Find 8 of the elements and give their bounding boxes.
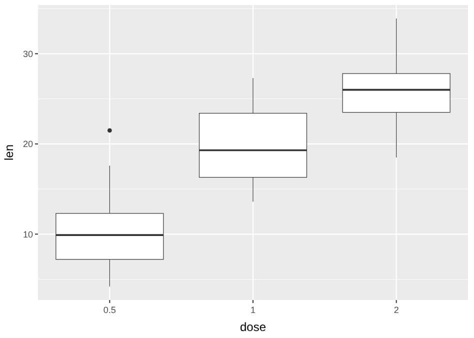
- y-tick-label: 10: [22, 229, 33, 240]
- y-axis-title: len: [2, 144, 16, 161]
- x-tick-label: 2: [394, 305, 399, 315]
- y-tick-label: 30: [22, 48, 33, 59]
- x-tick-label: 1: [250, 305, 256, 315]
- y-tick-label: 20: [22, 139, 33, 150]
- x-tick-label: 0.5: [103, 305, 116, 315]
- x-axis-title: dose: [240, 320, 266, 334]
